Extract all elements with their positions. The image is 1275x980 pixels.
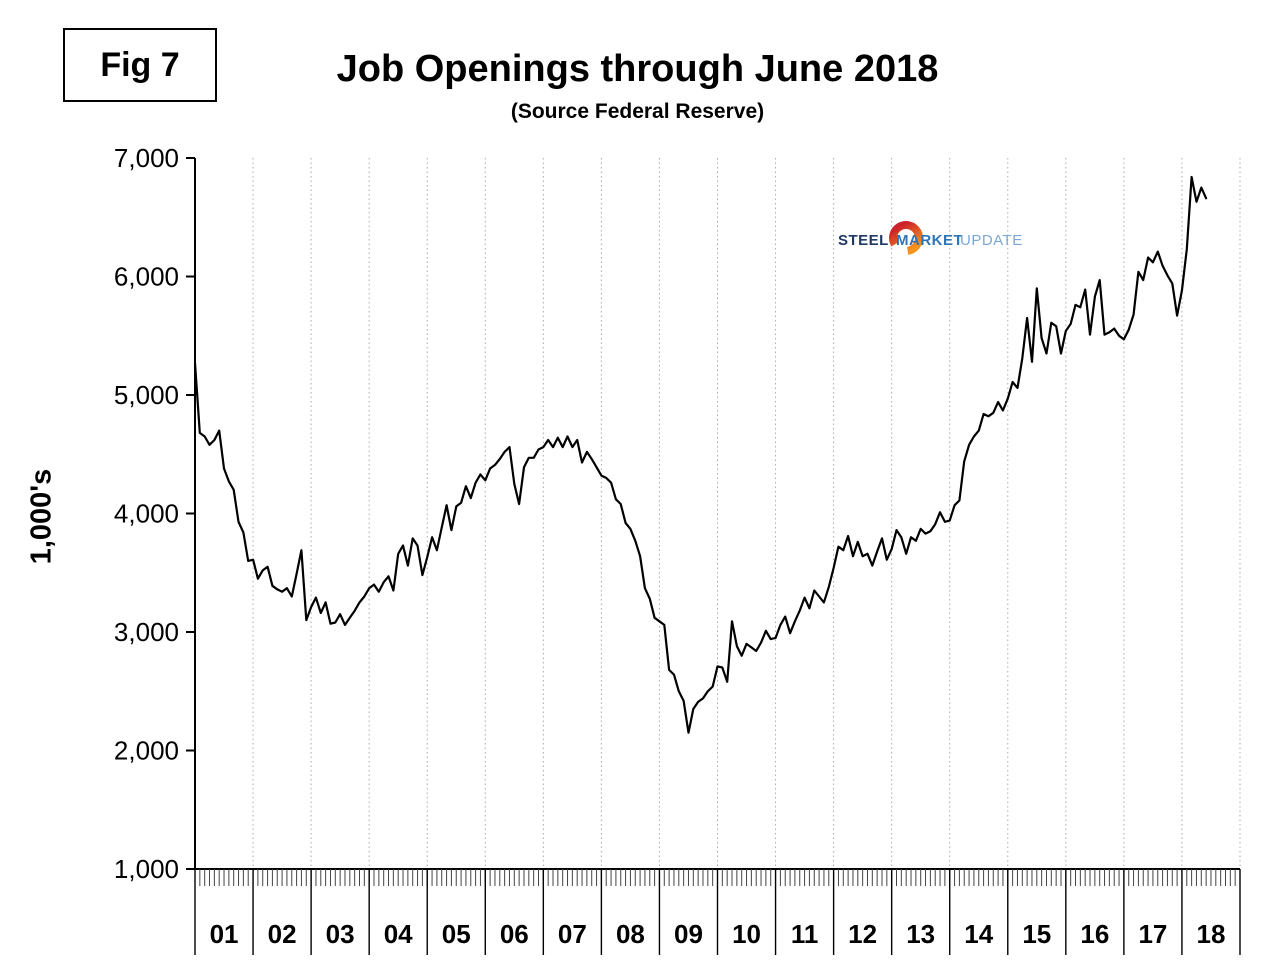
steel-market-update-logo: STEEL MARKET UPDATE bbox=[838, 220, 1038, 260]
y-tick-label: 2,000 bbox=[114, 736, 179, 766]
y-tick-label: 4,000 bbox=[114, 499, 179, 529]
x-year-label: 08 bbox=[616, 919, 645, 949]
x-year-label: 07 bbox=[558, 919, 587, 949]
y-tick-label: 6,000 bbox=[114, 262, 179, 292]
logo-swoosh-icon bbox=[889, 221, 923, 255]
x-year-label: 12 bbox=[848, 919, 877, 949]
x-year-label: 14 bbox=[964, 919, 993, 949]
x-year-label: 18 bbox=[1197, 919, 1226, 949]
logo-text-update: UPDATE bbox=[960, 232, 1023, 249]
job-openings-data-line bbox=[193, 175, 1208, 734]
x-year-label: 15 bbox=[1022, 919, 1051, 949]
y-tick-label: 5,000 bbox=[114, 380, 179, 410]
x-year-label: 16 bbox=[1080, 919, 1109, 949]
x-year-label: 03 bbox=[326, 919, 355, 949]
y-tick-label: 3,000 bbox=[114, 617, 179, 647]
x-year-label: 10 bbox=[732, 919, 761, 949]
chart-title: Job Openings through June 2018 bbox=[336, 48, 939, 90]
x-year-label: 04 bbox=[384, 919, 413, 949]
figure-label-box: Fig 7 bbox=[63, 28, 217, 102]
y-tick-label: 1,000 bbox=[114, 854, 179, 884]
x-year-label: 06 bbox=[500, 919, 529, 949]
x-year-label: 05 bbox=[442, 919, 471, 949]
figure-label: Fig 7 bbox=[100, 45, 180, 84]
chart-subtitle: (Source Federal Reserve) bbox=[510, 100, 765, 123]
x-year-label: 01 bbox=[210, 919, 239, 949]
logo-text-steel: STEEL bbox=[838, 232, 889, 249]
x-year-label: 02 bbox=[268, 919, 297, 949]
x-year-label: 17 bbox=[1138, 919, 1167, 949]
x-year-label: 09 bbox=[674, 919, 703, 949]
x-year-label: 13 bbox=[906, 919, 935, 949]
logo-text-market: MARKET bbox=[896, 232, 964, 249]
x-year-label: 11 bbox=[791, 919, 819, 949]
y-tick-label: 7,000 bbox=[114, 143, 179, 173]
